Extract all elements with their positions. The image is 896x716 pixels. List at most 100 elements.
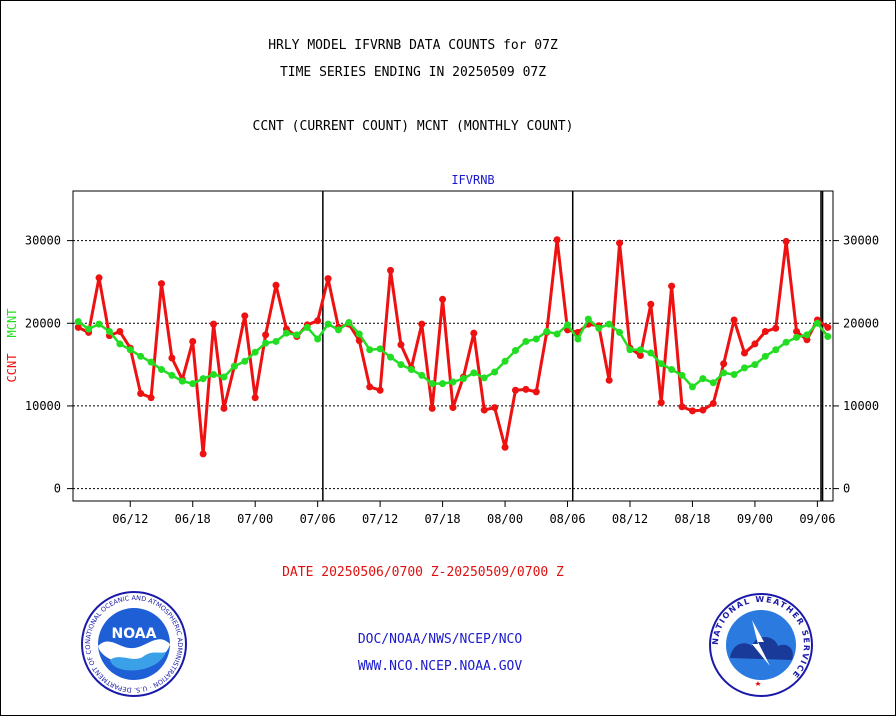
ccnt-point: [418, 320, 426, 328]
org-path-label[interactable]: DOC/NOAA/NWS/NCEP/NCO: [357, 632, 523, 647]
mcnt-point: [543, 328, 551, 336]
mcnt-point: [282, 329, 290, 337]
mcnt-point: [761, 352, 769, 360]
mcnt-point: [95, 320, 103, 328]
mcnt-point: [449, 378, 457, 386]
mcnt-point: [824, 332, 832, 340]
mcnt-point: [376, 345, 384, 353]
ccnt-line: [77, 238, 829, 456]
ccnt-point: [688, 407, 696, 415]
ccnt-point: [647, 300, 655, 308]
day-separators: [322, 191, 824, 501]
mcnt-point: [85, 325, 93, 333]
mcnt-point: [772, 346, 780, 354]
ccnt-point: [793, 328, 801, 336]
ccnt-point: [522, 385, 530, 393]
ccnt-point: [397, 341, 405, 349]
ccnt-point: [428, 404, 436, 412]
y-tick-label-left: 30000: [25, 234, 61, 248]
mcnt-point: [355, 330, 363, 338]
ccnt-point: [668, 282, 676, 290]
mcnt-point: [678, 371, 686, 379]
ccnt-point: [449, 404, 457, 412]
ccnt-point: [376, 386, 384, 394]
y-tick-label-left: 20000: [25, 316, 61, 330]
mcnt-point: [345, 318, 353, 326]
ccnt-point: [491, 404, 499, 412]
mcnt-point: [605, 320, 613, 328]
y-tick-label-left: 10000: [25, 399, 61, 413]
mcnt-point: [668, 366, 676, 374]
mcnt-point: [74, 318, 82, 326]
mcnt-point: [116, 340, 124, 348]
y-tick-label-left: 0: [54, 482, 61, 496]
mcnt-point: [813, 319, 821, 327]
ccnt-point: [210, 320, 218, 328]
mcnt-point: [428, 380, 436, 388]
ccnt-point: [147, 394, 155, 402]
ccnt-point: [95, 274, 103, 282]
mcnt-point: [480, 374, 488, 382]
ccnt-point: [366, 383, 374, 391]
y-axis-label-mcnt: MCNT: [5, 309, 19, 338]
mcnt-point: [334, 326, 342, 334]
mcnt-point: [168, 371, 176, 379]
website-link[interactable]: WWW.NCO.NCEP.NOAA.GOV: [357, 659, 523, 674]
ccnt-point: [636, 352, 644, 360]
ccnt-point: [532, 388, 540, 396]
ccnt-point: [116, 328, 124, 336]
ccnt-series: [74, 236, 832, 458]
ccnt-point: [168, 354, 176, 362]
mcnt-point: [522, 337, 530, 345]
mcnt-point: [782, 338, 790, 346]
ccnt-point: [741, 349, 749, 357]
x-tick-label: 09/06: [799, 512, 835, 526]
mcnt-point: [501, 357, 509, 365]
mcnt-point: [105, 328, 113, 336]
mcnt-point: [803, 331, 811, 339]
noaa-logo-text: NOAA: [112, 626, 157, 642]
ccnt-point: [803, 336, 811, 344]
mcnt-point: [595, 324, 603, 332]
mcnt-point: [720, 369, 728, 377]
mcnt-point: [741, 364, 749, 372]
mcnt-point: [730, 371, 738, 379]
mcnt-point: [511, 347, 519, 355]
ccnt-point: [616, 239, 624, 247]
mcnt-point: [574, 335, 582, 343]
ccnt-point: [387, 266, 395, 274]
chart-title-line3: CCNT (CURRENT COUNT) MCNT (MONTHLY COUNT…: [252, 119, 574, 134]
mcnt-point: [199, 375, 207, 383]
y-tick-label-right: 0: [843, 482, 850, 496]
chart-title-line1: HRLY MODEL IFVRNB DATA COUNTS for 07Z: [268, 38, 558, 53]
ccnt-point: [751, 340, 759, 348]
noaa-logo: NATIONAL OCEANIC AND ATMOSPHERIC ADMINIS…: [80, 590, 187, 697]
mcnt-point: [210, 371, 218, 379]
x-tick-label: 07/18: [425, 512, 461, 526]
mcnt-point: [126, 346, 134, 354]
ccnt-point: [137, 390, 145, 398]
mcnt-point: [303, 323, 311, 331]
ccnt-point: [824, 323, 832, 331]
ccnt-point: [782, 237, 790, 245]
x-tick-label: 09/00: [737, 512, 773, 526]
mcnt-point: [751, 361, 759, 369]
mcnt-point: [220, 373, 228, 381]
ccnt-point: [470, 329, 478, 337]
mcnt-point: [709, 379, 717, 387]
chart-title-line2: TIME SERIES ENDING IN 20250509 07Z: [279, 65, 547, 80]
mcnt-point: [178, 377, 186, 385]
ccnt-point: [605, 376, 613, 384]
nws-logo: NATIONAL WEATHER SERVICE: [709, 593, 813, 697]
plot-area-border: [72, 190, 834, 502]
x-tick-label: 08/12: [612, 512, 648, 526]
mcnt-point: [324, 320, 332, 328]
ccnt-point: [709, 399, 717, 407]
x-tick-label: 07/12: [362, 512, 398, 526]
ccnt-point: [189, 337, 197, 345]
y-tick-label-right: 10000: [843, 399, 879, 413]
ccnt-point: [272, 281, 280, 289]
mcnt-point: [262, 339, 270, 347]
mcnt-point: [626, 346, 634, 354]
